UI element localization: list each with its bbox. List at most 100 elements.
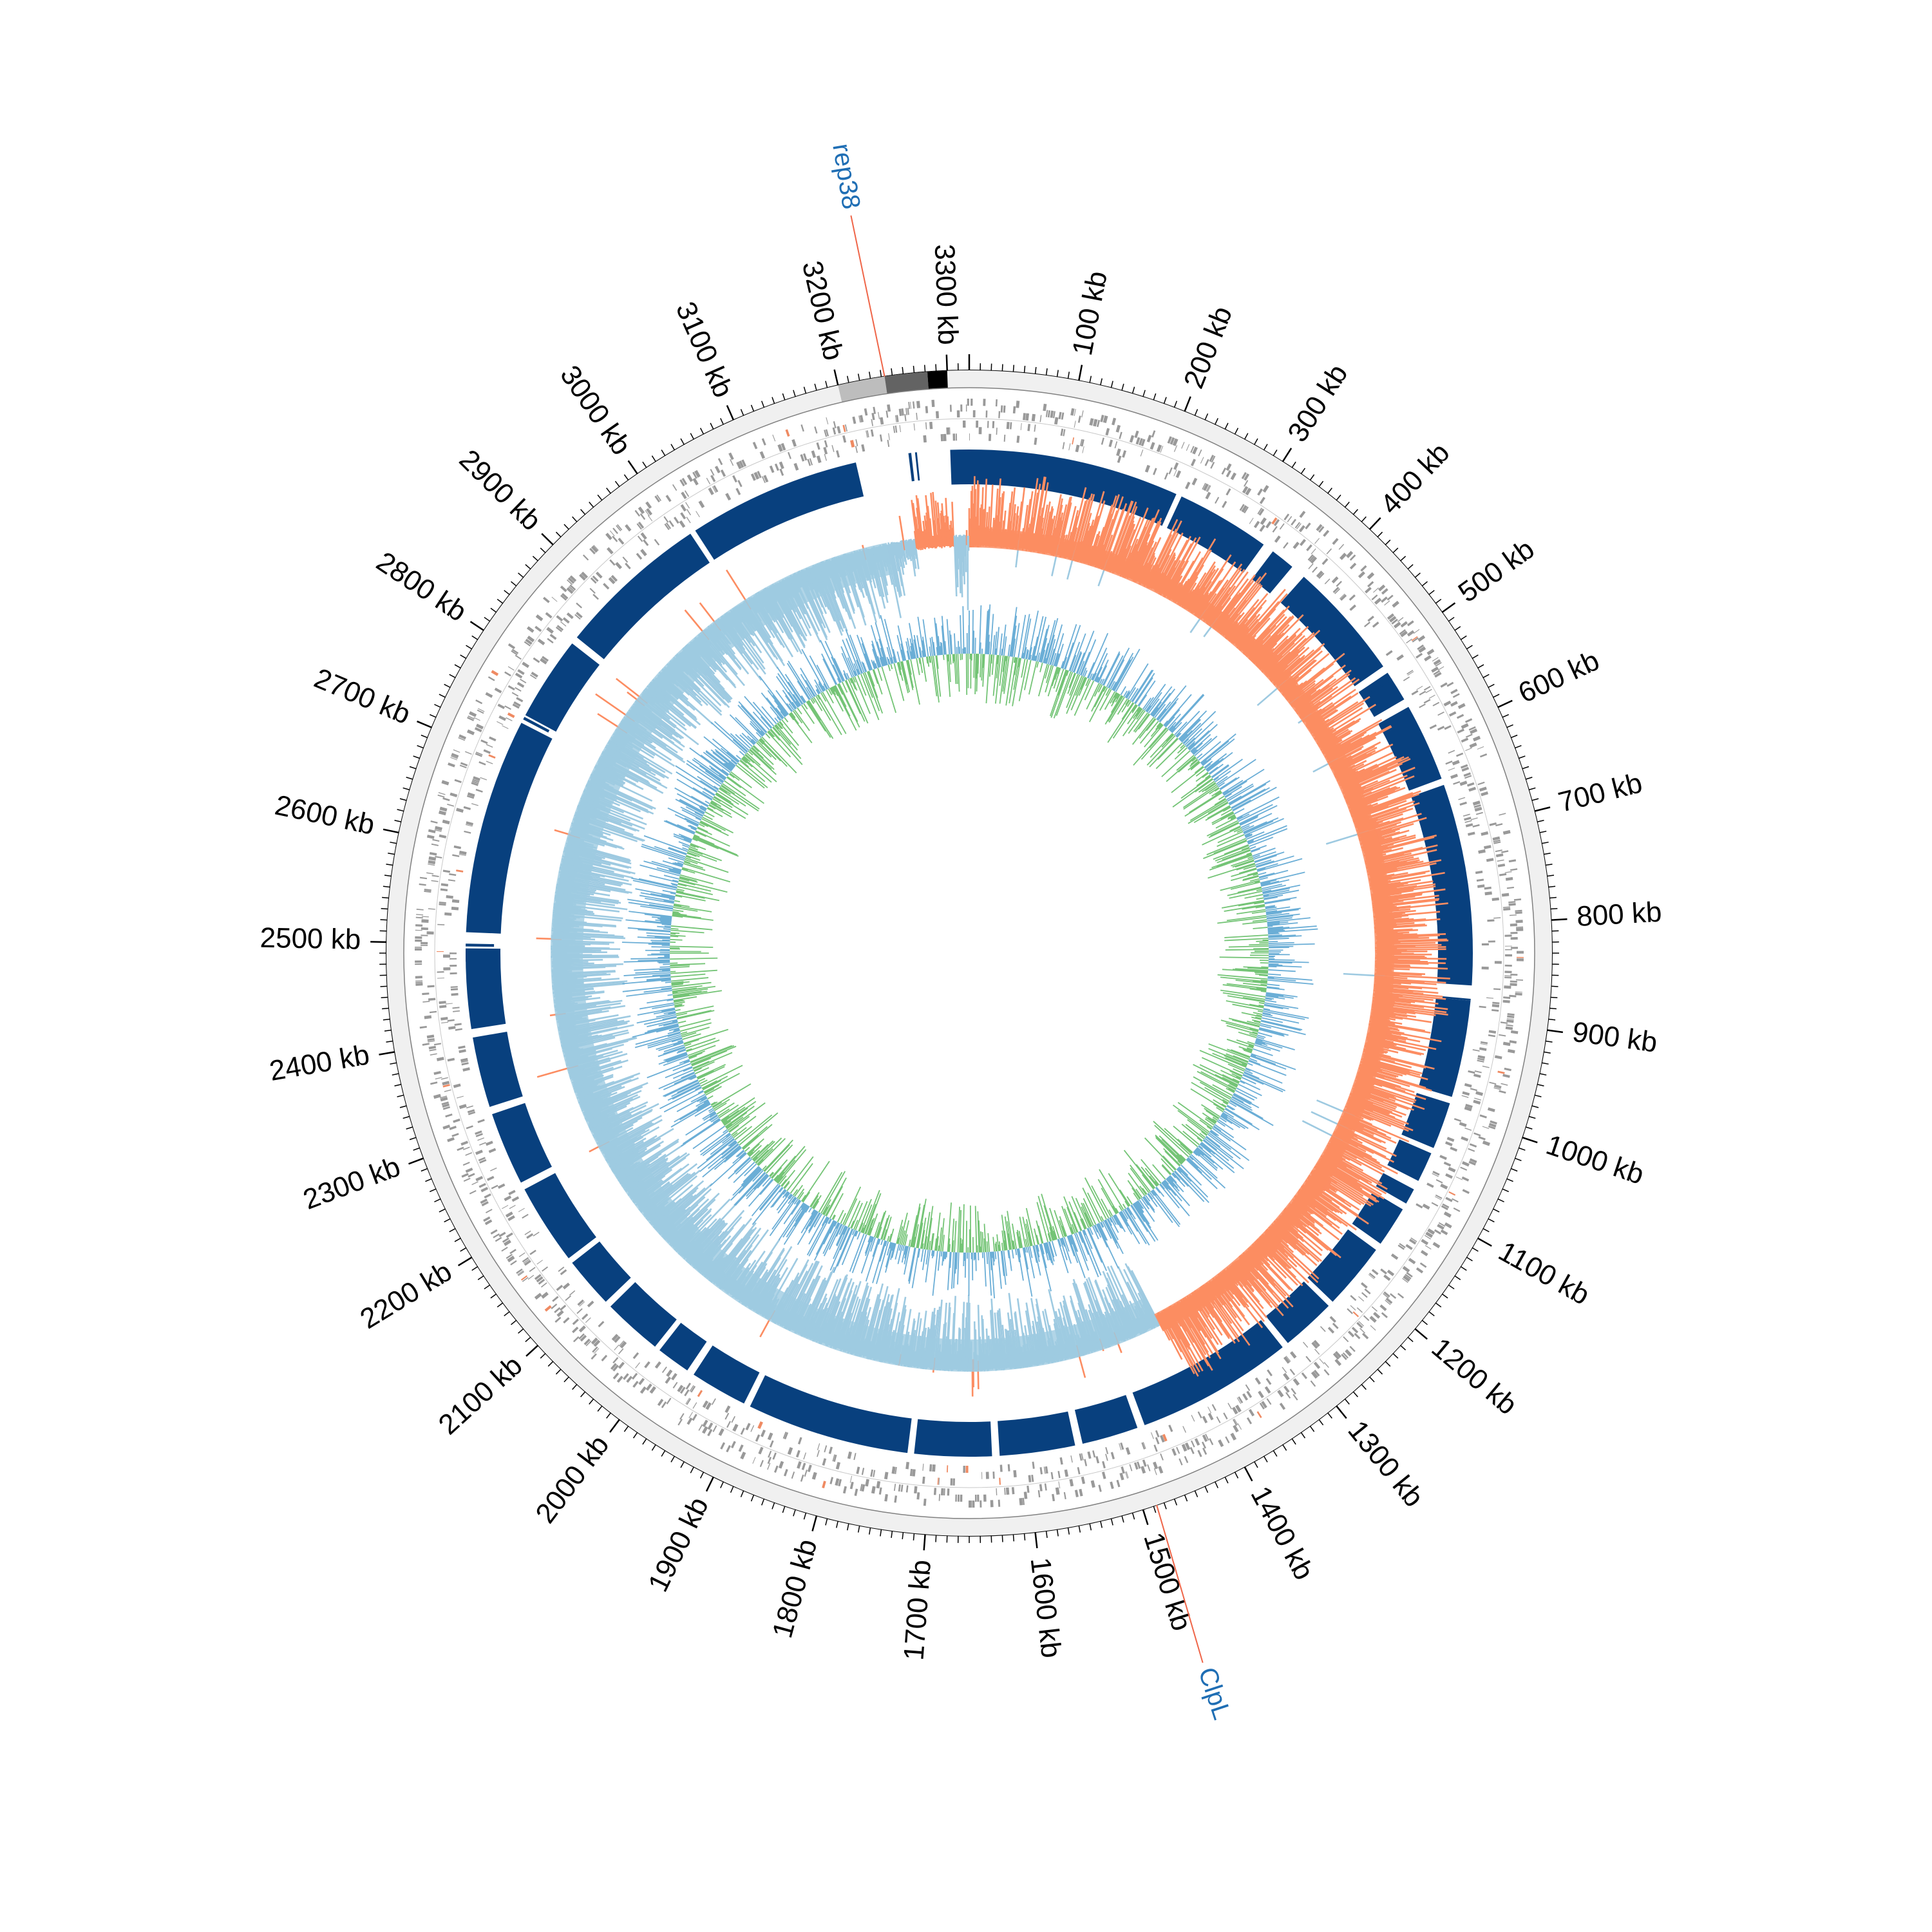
tick-label: 2000 kb bbox=[529, 1430, 615, 1530]
gene-feature bbox=[1476, 878, 1484, 882]
minor-tick bbox=[623, 474, 629, 481]
gc-content-bar bbox=[1047, 639, 1056, 665]
minor-tick bbox=[413, 1147, 421, 1151]
gene-feature bbox=[1422, 1203, 1430, 1210]
gc-content-bar bbox=[1066, 675, 1083, 714]
minor-tick bbox=[1548, 886, 1556, 888]
syntenic-block bbox=[1411, 784, 1473, 986]
gc-content-bar bbox=[1180, 734, 1188, 742]
gene-feature bbox=[1211, 455, 1216, 463]
gene-feature bbox=[453, 845, 462, 849]
gene-feature bbox=[866, 430, 869, 438]
syntenic-block bbox=[1280, 576, 1383, 687]
gene-feature bbox=[1063, 429, 1066, 437]
gc-content-bar bbox=[1018, 659, 1028, 701]
gc-content-bar bbox=[1146, 705, 1151, 712]
minor-tick bbox=[1001, 1535, 1003, 1542]
gene-feature bbox=[445, 1113, 453, 1118]
minor-tick bbox=[1428, 1311, 1435, 1316]
gene-feature bbox=[1358, 571, 1365, 578]
gene-feature bbox=[1140, 450, 1144, 457]
gene-feature bbox=[1502, 999, 1510, 1003]
minor-tick bbox=[1132, 386, 1135, 394]
minor-tick bbox=[1482, 674, 1490, 679]
gc-content-bar bbox=[1090, 673, 1095, 680]
gc-content-bar bbox=[1132, 717, 1155, 745]
minor-tick bbox=[1173, 1498, 1178, 1506]
gene-feature bbox=[1120, 1442, 1124, 1450]
gc-content-bar bbox=[1026, 650, 1029, 659]
gene-feature bbox=[767, 1463, 771, 1470]
gene-feature bbox=[1121, 1466, 1125, 1474]
gene-feature bbox=[1116, 448, 1121, 457]
gene-feature bbox=[456, 869, 464, 873]
gene-feature bbox=[574, 614, 581, 620]
minor-tick bbox=[490, 1293, 497, 1299]
gc-content-bar bbox=[1133, 712, 1148, 732]
minor-tick bbox=[661, 1450, 666, 1457]
gc-content-bar bbox=[1237, 813, 1250, 821]
gene-feature bbox=[439, 1005, 447, 1009]
gene-feature bbox=[415, 981, 423, 983]
gene-feature bbox=[1390, 1293, 1397, 1299]
gene-feature bbox=[732, 475, 737, 483]
gene-feature bbox=[511, 1196, 520, 1202]
gc-content-bar bbox=[1040, 638, 1048, 663]
gene-feature bbox=[855, 446, 858, 453]
gene-feature bbox=[687, 474, 694, 482]
gc-content-bar bbox=[999, 656, 1007, 704]
gene-feature bbox=[511, 692, 519, 697]
gene-feature bbox=[1181, 442, 1185, 449]
minor-tick bbox=[1549, 896, 1557, 899]
gene-feature bbox=[1351, 1327, 1359, 1334]
minor-tick bbox=[1399, 556, 1406, 562]
gc-skew-bar bbox=[913, 538, 920, 569]
gene-feature bbox=[1373, 587, 1379, 593]
gene-feature bbox=[1039, 1484, 1043, 1492]
gene-feature bbox=[1440, 1183, 1448, 1190]
gc-content-bar bbox=[1110, 681, 1115, 690]
gene-feature bbox=[679, 520, 686, 528]
gene-feature bbox=[1504, 954, 1512, 957]
gene-feature bbox=[854, 1488, 858, 1497]
minor-tick bbox=[1488, 1218, 1495, 1223]
gene-feature bbox=[1283, 1372, 1290, 1381]
gene-feature bbox=[1457, 703, 1466, 709]
gene-feature bbox=[686, 516, 691, 524]
minor-tick bbox=[868, 1527, 871, 1535]
gc-content-bar bbox=[1208, 766, 1218, 775]
gene-feature bbox=[1000, 405, 1003, 413]
gc-skew-bar bbox=[953, 535, 958, 597]
gene-feature bbox=[1294, 522, 1300, 529]
gc-content-bar bbox=[1157, 738, 1179, 760]
gene-feature bbox=[429, 1010, 437, 1014]
gene-feature bbox=[824, 440, 828, 448]
gene-feature bbox=[1116, 1479, 1121, 1488]
gene-feature bbox=[1129, 1464, 1133, 1472]
gene-feature bbox=[1464, 775, 1472, 779]
gene-feature bbox=[415, 939, 422, 942]
gc-skew-bar bbox=[896, 542, 902, 567]
minor-tick bbox=[1472, 654, 1479, 659]
gene-feature bbox=[569, 584, 576, 591]
gene-feature bbox=[1473, 1099, 1481, 1105]
gene-feature bbox=[1437, 1224, 1444, 1230]
minor-tick bbox=[1194, 1490, 1198, 1497]
gc-content-bar bbox=[1097, 659, 1109, 683]
gene-feature bbox=[502, 1205, 509, 1209]
gene-feature bbox=[864, 408, 868, 416]
gc-content-bar bbox=[1202, 782, 1216, 793]
gene-feature bbox=[1074, 408, 1076, 416]
gene-feature bbox=[639, 1386, 647, 1394]
gene-feature bbox=[507, 643, 516, 650]
gc-content-bar bbox=[1028, 647, 1032, 660]
gc-content-bar bbox=[1110, 693, 1119, 707]
gene-feature bbox=[856, 1466, 860, 1474]
gene-feature bbox=[646, 508, 652, 516]
gene-feature bbox=[582, 1313, 589, 1320]
minor-tick bbox=[1309, 1425, 1315, 1432]
gc-content-bar bbox=[1111, 681, 1117, 690]
gene-feature bbox=[1367, 615, 1374, 622]
gene-feature bbox=[612, 1365, 619, 1372]
gc-content-bar bbox=[1029, 654, 1032, 660]
